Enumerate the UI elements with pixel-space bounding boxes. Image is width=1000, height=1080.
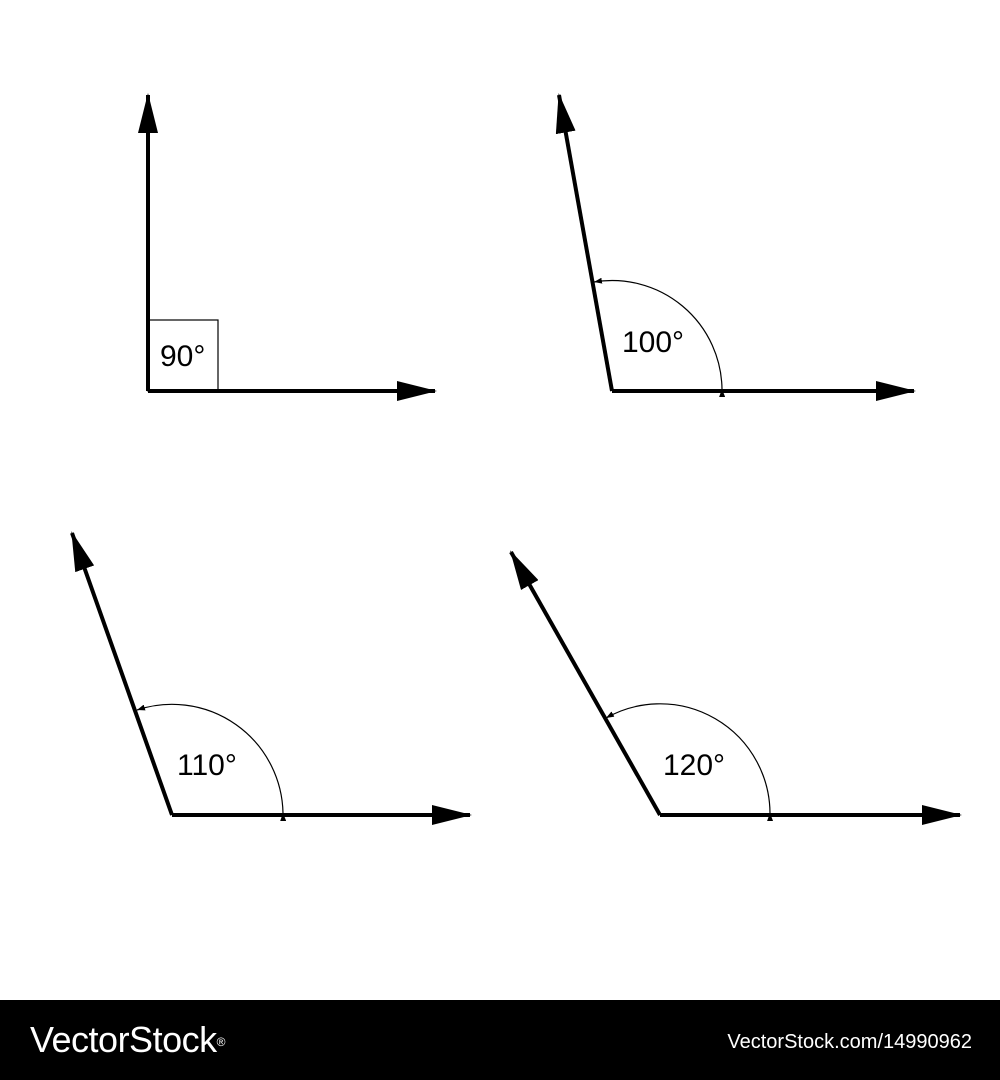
angles-diagram: 90° 100° 110° 120° (70, 93, 962, 825)
logo-text: VectorStock (30, 1019, 217, 1060)
vectorstock-logo: VectorStock® (30, 1020, 225, 1060)
angle-120-arc (605, 703, 774, 822)
angle-110-arc (136, 703, 287, 822)
angle-120-slanted-ray (509, 550, 662, 816)
angle-100-label: 100° (622, 326, 684, 359)
angle-120-label: 120° (663, 749, 725, 782)
angle-120-figure: 120° (509, 550, 962, 825)
angle-90-label: 90° (160, 340, 205, 373)
angle-110-label: 110° (177, 749, 237, 782)
angle-110-slanted-ray (70, 531, 174, 816)
watermark-footer: VectorStock® VectorStock.com/14990962 (0, 1000, 1000, 1080)
right-angle-marker (147, 319, 219, 392)
registered-mark: ® (216, 1035, 226, 1049)
angle-100-slanted-ray (555, 93, 614, 392)
angle-90-figure: 90° (138, 93, 437, 401)
angle-100-figure: 100° (555, 93, 916, 401)
angle-100-arc (593, 277, 726, 398)
image-id-text: VectorStock.com/14990962 (727, 1031, 972, 1053)
angle-110-figure: 110° (70, 531, 472, 825)
